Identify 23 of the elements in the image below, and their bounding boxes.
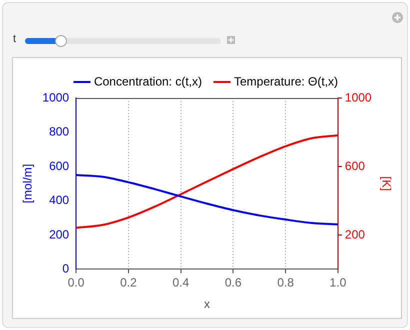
x-tick-label: 1.0 <box>330 276 347 290</box>
y-tick-label: 0 <box>62 262 70 276</box>
y-tick-label: 400 <box>49 193 70 208</box>
y2-tick-label: 1000 <box>344 90 372 104</box>
legend-label: Temperature: Θ(t,x) <box>234 74 338 88</box>
line-series <box>76 134 338 229</box>
y2-tick-label: 600 <box>344 158 366 173</box>
y-tick-label: 600 <box>49 158 70 173</box>
y-tick-label: 1000 <box>42 90 70 104</box>
y-axis-title: [mol/m] <box>20 164 35 204</box>
x-tick-label: 0.6 <box>224 276 242 290</box>
x-axis-title: x <box>204 297 210 312</box>
x-tick-label: 0.2 <box>120 276 138 290</box>
x-tick-label: 0.8 <box>277 276 294 290</box>
text: t <box>13 33 16 45</box>
x-tick-label: 0.4 <box>172 276 190 290</box>
legend-label: Concentration: c(t,x) <box>94 74 202 88</box>
y2-axis-title: [K] <box>379 176 394 191</box>
x-tick-label: 0.0 <box>68 276 85 290</box>
y-tick-label: 200 <box>49 227 70 242</box>
line-series <box>76 174 338 226</box>
y-tick-label: 800 <box>49 124 70 139</box>
y2-tick-label: 200 <box>344 227 366 242</box>
